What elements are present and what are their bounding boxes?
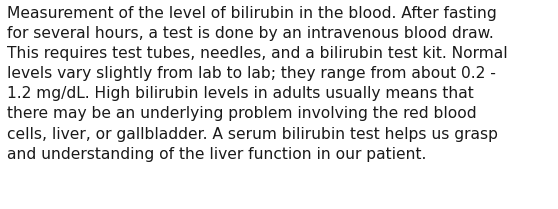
Text: Measurement of the level of bilirubin in the blood. After fasting
for several ho: Measurement of the level of bilirubin in… — [7, 6, 507, 162]
